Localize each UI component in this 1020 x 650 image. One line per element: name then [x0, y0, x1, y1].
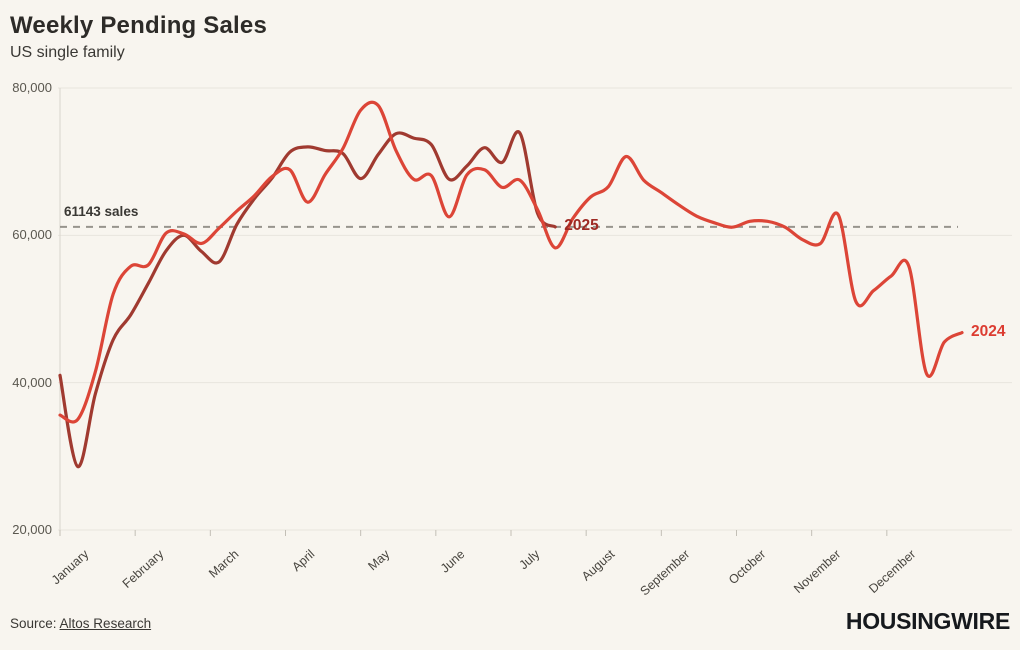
reference-line-annotation: 61143 sales — [64, 203, 139, 219]
line-2025 — [58, 130, 557, 469]
source-line: Source: Altos Research — [10, 616, 151, 631]
series-label-2024: 2024 — [971, 322, 1006, 340]
source-link[interactable]: Altos Research — [59, 616, 152, 631]
page-title: Weekly Pending Sales — [10, 12, 267, 39]
y-tick-label: 60,000 — [12, 227, 52, 243]
y-tick-label: 20,000 — [12, 522, 52, 537]
y-tick-label: 40,000 — [12, 374, 52, 390]
housingwire-logo: HOUSINGWIRE — [845, 608, 1010, 634]
page-subtitle: US single family — [10, 44, 125, 61]
y-tick-label: 80,000 — [12, 80, 52, 95]
series-label-2025: 2025 — [564, 216, 599, 234]
source-prefix: Source: — [10, 616, 57, 631]
line-2024 — [58, 100, 964, 424]
